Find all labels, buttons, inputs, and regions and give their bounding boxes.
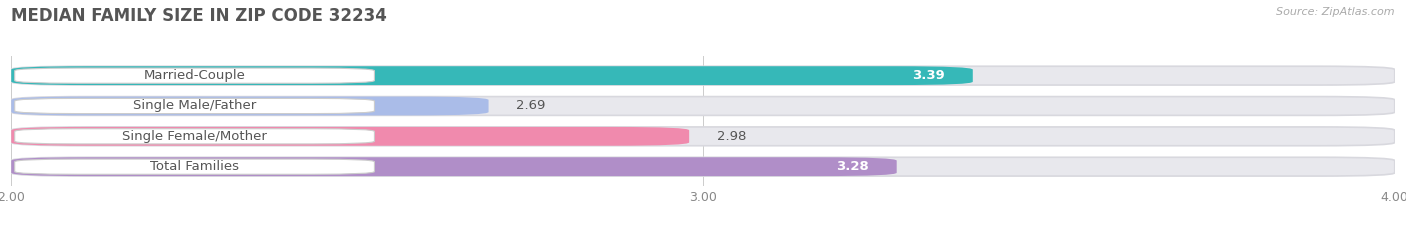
FancyBboxPatch shape	[14, 98, 374, 113]
FancyBboxPatch shape	[11, 157, 897, 176]
Text: 3.39: 3.39	[912, 69, 945, 82]
FancyBboxPatch shape	[14, 159, 374, 174]
Text: 3.28: 3.28	[837, 160, 869, 173]
FancyBboxPatch shape	[11, 127, 1395, 146]
FancyBboxPatch shape	[11, 66, 1395, 85]
FancyBboxPatch shape	[11, 97, 488, 115]
FancyBboxPatch shape	[11, 66, 973, 85]
Text: Source: ZipAtlas.com: Source: ZipAtlas.com	[1277, 7, 1395, 17]
Text: 2.98: 2.98	[717, 130, 747, 143]
FancyBboxPatch shape	[11, 157, 1395, 176]
FancyBboxPatch shape	[11, 127, 689, 146]
FancyBboxPatch shape	[11, 97, 1395, 115]
Text: Single Male/Father: Single Male/Father	[134, 99, 256, 113]
FancyBboxPatch shape	[14, 68, 374, 83]
Text: Single Female/Mother: Single Female/Mother	[122, 130, 267, 143]
Text: 2.69: 2.69	[516, 99, 546, 113]
Text: Total Families: Total Families	[150, 160, 239, 173]
FancyBboxPatch shape	[14, 129, 374, 144]
Text: MEDIAN FAMILY SIZE IN ZIP CODE 32234: MEDIAN FAMILY SIZE IN ZIP CODE 32234	[11, 7, 387, 25]
Text: Married-Couple: Married-Couple	[143, 69, 246, 82]
